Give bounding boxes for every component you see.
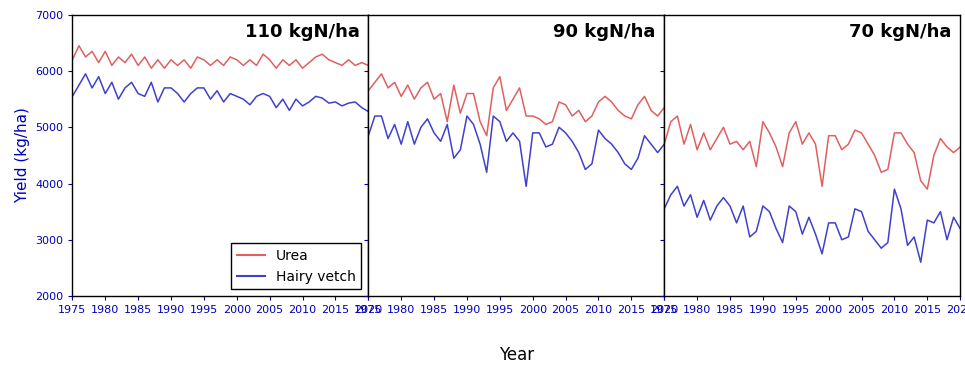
Y-axis label: Yield (kg/ha): Yield (kg/ha) [14,107,30,204]
Legend: Urea, Hairy vetch: Urea, Hairy vetch [232,243,361,289]
Text: 110 kgN/ha: 110 kgN/ha [244,23,359,41]
Text: Year: Year [499,346,534,364]
Text: 70 kgN/ha: 70 kgN/ha [849,23,951,41]
Text: 90 kgN/ha: 90 kgN/ha [553,23,655,41]
